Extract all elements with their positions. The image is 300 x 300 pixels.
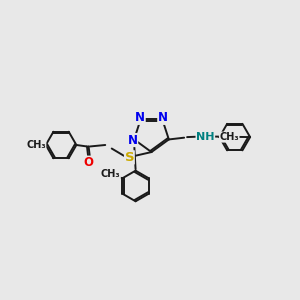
Text: O: O bbox=[83, 156, 94, 169]
Text: N: N bbox=[135, 111, 145, 124]
Text: S: S bbox=[124, 151, 134, 164]
Text: CH₃: CH₃ bbox=[26, 140, 46, 150]
Text: CH₃: CH₃ bbox=[219, 132, 239, 142]
Text: N: N bbox=[128, 134, 138, 146]
Text: NH: NH bbox=[196, 131, 214, 142]
Text: CH₃: CH₃ bbox=[101, 169, 120, 178]
Text: N: N bbox=[158, 111, 168, 124]
